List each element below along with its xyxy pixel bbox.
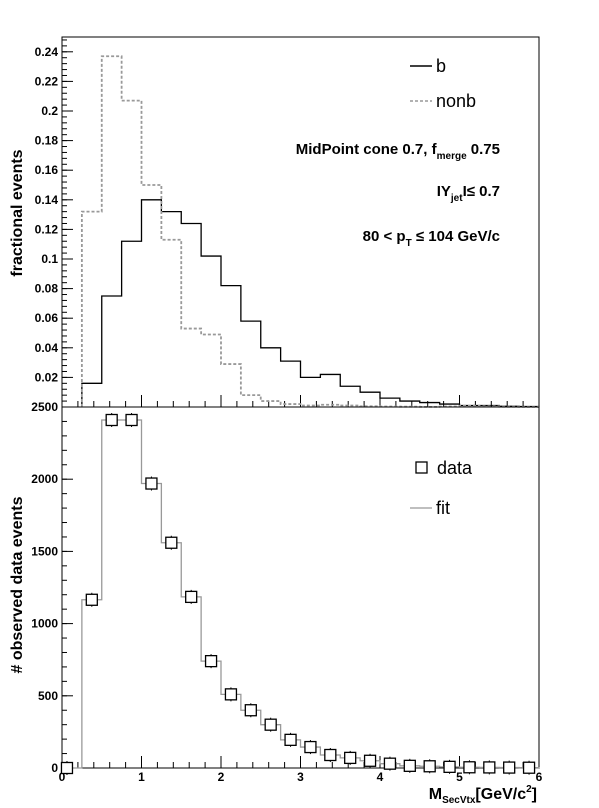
bottom-x-tick-label: 2 (218, 770, 225, 784)
legend-nonb-label: nonb (436, 91, 476, 111)
top-y-tick-label: 0.22 (35, 74, 59, 88)
bottom-x-tick-label: 1 (138, 770, 145, 784)
annotation-pt-range: 80 < pT ≤ 104 GeV/c (363, 228, 500, 249)
annotation-algorithm: MidPoint cone 0.7, fmerge 0.75 (296, 141, 500, 162)
legend-data-marker (415, 461, 428, 474)
legend-b-label: b (436, 56, 446, 76)
bottom-y-tick-label: 500 (38, 689, 58, 703)
annotation-rapidity: IYjetI≤ 0.7 (437, 183, 500, 204)
bottom-x-tick-label: 0 (59, 770, 66, 784)
data-point (185, 590, 198, 604)
bottom-y-tick-label: 2000 (31, 472, 58, 486)
data-point (145, 477, 158, 490)
data-point (383, 757, 397, 770)
data-point (344, 751, 357, 765)
data-point (403, 759, 416, 772)
data-point (503, 761, 516, 774)
data-point (324, 748, 337, 762)
bottom-x-tick-label: 5 (456, 770, 463, 784)
top-y-tick-label: 0.16 (35, 163, 59, 177)
top-panel: fractional events 0.02 0.04 0.06 0.08 0.1 0.1… (9, 36, 540, 408)
data-point (304, 740, 317, 754)
bottom-x-tick-label: 6 (536, 770, 543, 784)
bottom-legend: data fit (410, 458, 473, 518)
data-point (264, 718, 277, 731)
bottom-series-group (60, 412, 540, 775)
data-point (284, 733, 297, 746)
top-y-tick-label: 0.04 (35, 341, 59, 355)
bottom-x-tick-label: 3 (297, 770, 304, 784)
data-point (463, 761, 476, 774)
top-y-tick-label: 0.14 (35, 193, 59, 207)
data-point (204, 654, 218, 668)
data-point (443, 760, 456, 773)
top-y-tick-label: 0.08 (35, 282, 59, 296)
data-point (244, 704, 257, 717)
bottom-xlabel: MSecVtx[GeV/c2] (429, 784, 537, 806)
top-ylabel: fractional events (9, 149, 26, 276)
data-point (483, 761, 496, 774)
data-point (85, 593, 98, 606)
top-y-axis: 0.02 0.04 0.06 0.08 0.1 0.12 0.14 0.16 0.18 0.2 0.… (35, 39, 73, 408)
data-point (363, 754, 377, 767)
legend-fit-label: fit (436, 498, 450, 518)
data-point (224, 688, 238, 701)
data-point (522, 761, 536, 774)
top-annotations: MidPoint cone 0.7, fmerge 0.75 IYjetI≤ 0… (296, 141, 500, 249)
top-y-tick-label: 0.2 (41, 104, 58, 118)
top-legend: b nonb (410, 56, 476, 111)
top-y-tick-label: 0.18 (35, 134, 59, 148)
top-y-tick-label: 0.02 (35, 370, 59, 384)
data-point (165, 536, 178, 549)
bottom-ylabel: # observed data events (9, 496, 26, 673)
bottom-x-tick-label: 4 (377, 770, 384, 784)
data-point (60, 761, 74, 775)
data-point (423, 760, 436, 773)
series-b-line (81, 199, 540, 408)
bottom-y-axis: 0 500 1000 1500 2000 2500 (31, 400, 73, 775)
bottom-panel: # observed data events 0 500 1000 1500 2000 2… (9, 400, 543, 806)
series-nonb-line (80, 55, 540, 408)
data-point (105, 413, 118, 427)
top-y-tick-label: 0.1 (41, 252, 58, 266)
top-series-group (80, 55, 540, 408)
data-point (125, 413, 138, 427)
bottom-y-tick-label: 2500 (31, 400, 58, 414)
legend-data-label: data (437, 458, 473, 478)
bottom-y-tick-label: 1000 (31, 617, 58, 631)
top-y-tick-label: 0.12 (35, 222, 59, 236)
bottom-y-tick-label: 1500 (31, 544, 58, 558)
bottom-y-tick-label: 0 (51, 761, 58, 775)
top-y-tick-label: 0.06 (35, 311, 59, 325)
top-y-tick-label: 0.24 (35, 45, 59, 59)
